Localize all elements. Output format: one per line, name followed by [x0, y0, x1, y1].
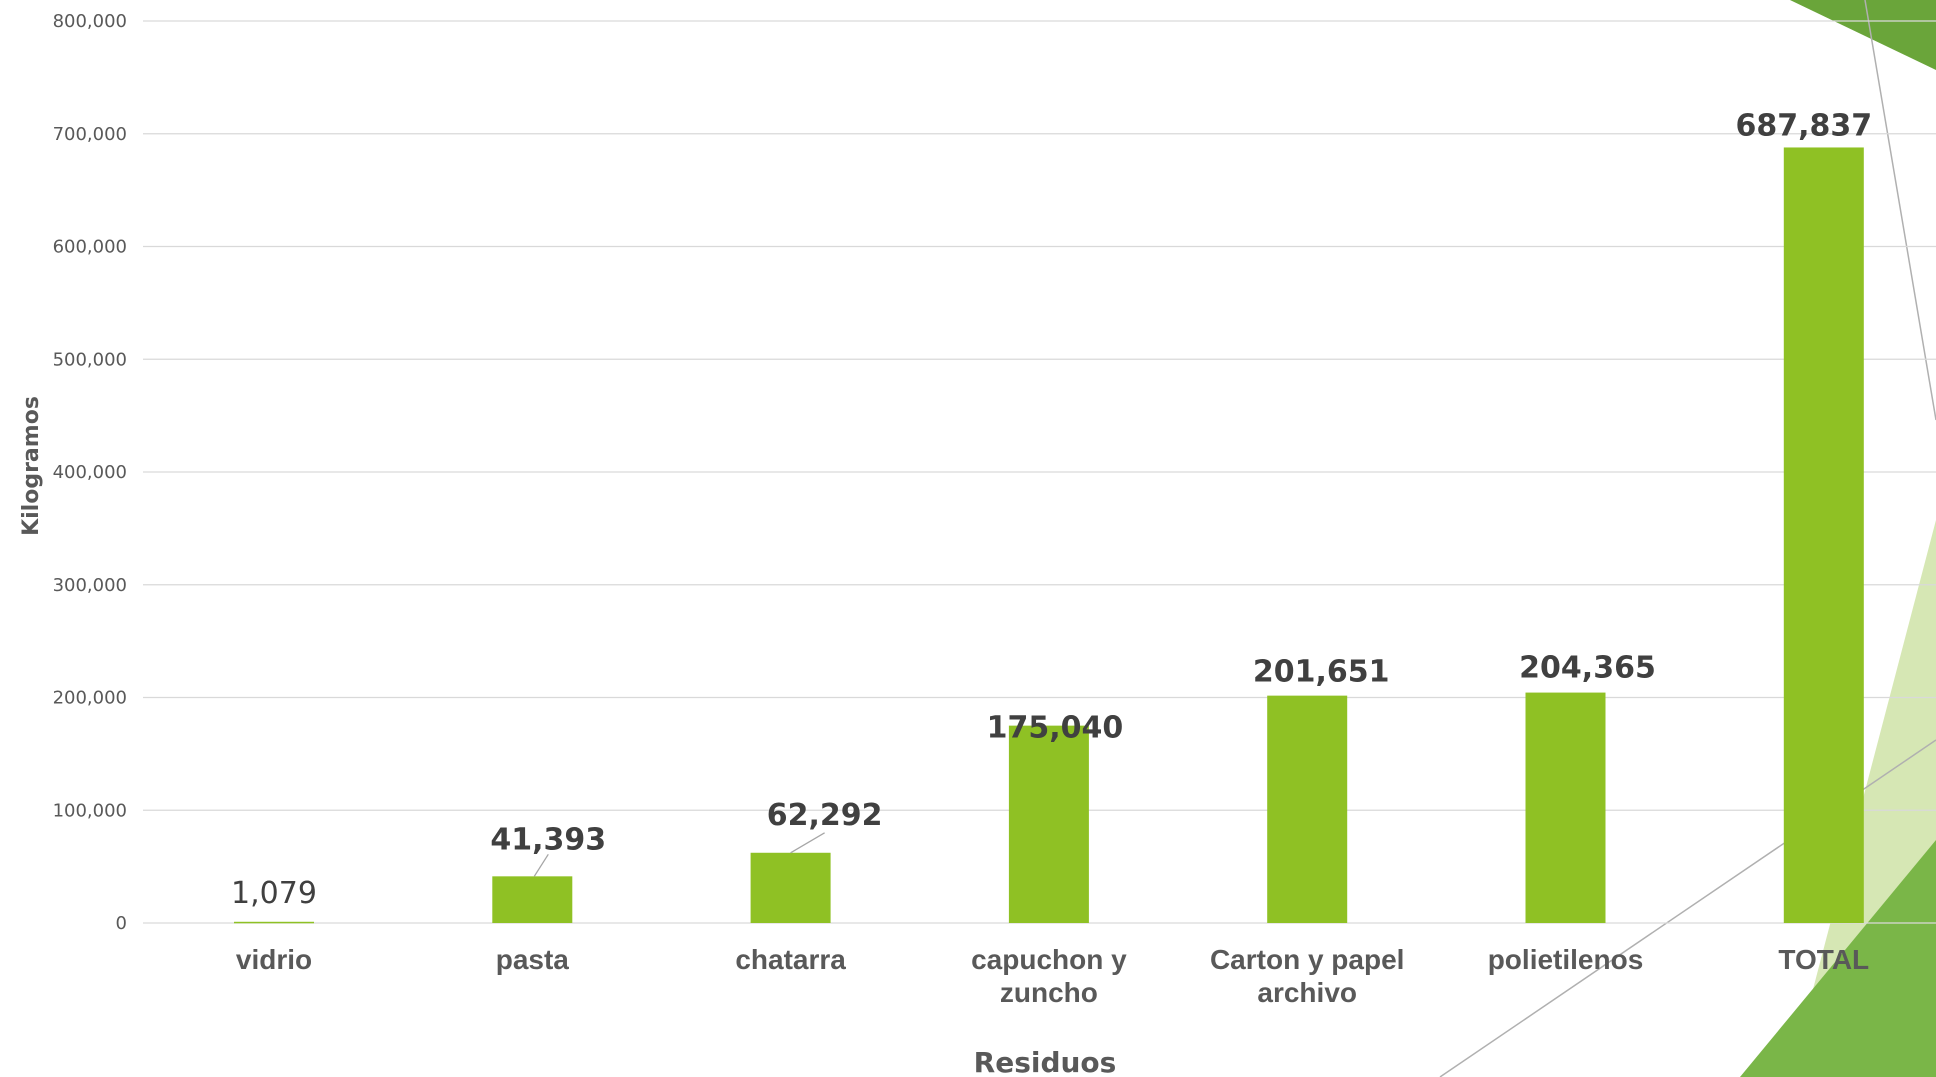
y-tick-label: 800,000 [53, 11, 127, 32]
x-tick-label: zuncho [1000, 977, 1098, 1008]
y-tick-label: 200,000 [53, 688, 127, 709]
data-label: 41,393 [490, 822, 606, 857]
leader-line [790, 832, 825, 854]
label-leader-lines [533, 832, 825, 877]
decoration-line [1864, 0, 1936, 421]
data-labels: 1,079 41,393 62,292 175,040 201,651 204,365 68… [231, 108, 1872, 911]
x-tick-label: pasta [496, 944, 570, 975]
gridlines [143, 20, 1936, 924]
y-tick-label: 0 [116, 913, 127, 934]
y-tick-label: 500,000 [53, 349, 127, 370]
x-tick-label: archivo [1257, 977, 1357, 1008]
x-tick-label: vidrio [236, 944, 312, 975]
bars [234, 147, 1864, 924]
data-label: 687,837 [1735, 108, 1872, 143]
bar [1008, 725, 1089, 923]
y-tick-label: 400,000 [53, 462, 127, 483]
leader-line [533, 853, 549, 877]
bar [750, 852, 831, 923]
data-label: 201,651 [1253, 655, 1390, 690]
bar [1267, 695, 1348, 923]
data-label: 1,079 [231, 876, 317, 911]
data-label: 204,365 [1519, 651, 1656, 686]
x-tick-label: chatarra [735, 944, 846, 975]
bar [1525, 692, 1606, 923]
x-tick-label: polietilenos [1488, 944, 1644, 975]
y-axis-title: Kilogramos [19, 396, 44, 536]
x-axis-title: Residuos [974, 1046, 1117, 1077]
y-tick-label: 300,000 [53, 575, 127, 596]
x-tick-label: TOTAL [1778, 944, 1869, 975]
corner-decoration-dark [1740, 840, 1936, 1077]
data-label: 175,040 [987, 711, 1124, 746]
y-tick-label: 100,000 [53, 800, 127, 821]
x-tick-label: Carton y papel [1210, 944, 1404, 975]
y-tick-label: 600,000 [53, 237, 127, 258]
y-axis-ticks: 0 100,000 200,000 300,000 400,000 500,000 600,… [53, 11, 127, 934]
y-tick-label: 700,000 [53, 124, 127, 145]
bar [234, 921, 314, 924]
x-tick-label: capuchon y [971, 944, 1127, 975]
bar [492, 876, 573, 923]
bar [1783, 147, 1864, 924]
data-label: 62,292 [767, 798, 883, 833]
corner-decoration-top [1790, 0, 1936, 70]
